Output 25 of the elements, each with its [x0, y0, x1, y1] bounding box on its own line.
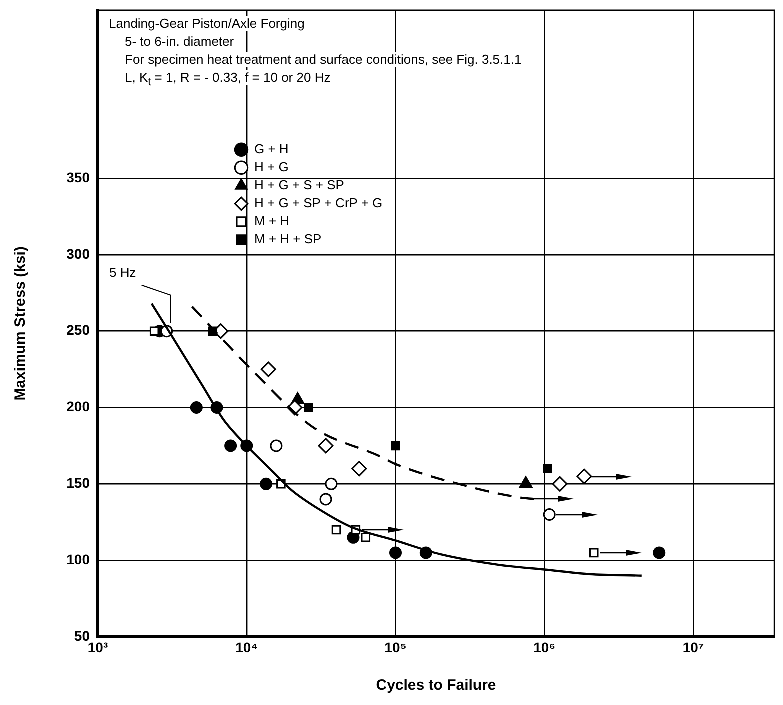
annotation: For specimen heat treatment and surface conditions, see Fig. 3.5.1.1	[122, 52, 525, 68]
legend-label: H + G	[254, 159, 289, 174]
y-tick-label: 300	[66, 246, 90, 262]
text: 5- to 6-in. diameter	[122, 34, 238, 50]
legend-label: M + H + SP	[254, 231, 322, 246]
x-axis-title: Cycles to Failure	[376, 677, 496, 694]
legend-label: H + G + S + SP	[254, 177, 344, 192]
y-axis-title: Maximum Stress (ksi)	[12, 246, 30, 401]
y-tick-label: 200	[66, 398, 90, 415]
annotation: 5 Hz	[109, 264, 136, 280]
y-tick-label: 150	[66, 475, 90, 492]
y-tick-label: 350	[66, 169, 90, 186]
text: Landing-Gear Piston/Axle Forging	[106, 16, 308, 32]
x-tick-label: 10⁶	[534, 639, 556, 656]
y-tick-label: 250	[66, 322, 90, 338]
y-tick-label: 50	[74, 628, 90, 644]
x-tick-label: 10⁷	[682, 639, 704, 656]
x-tick-label: 10³	[88, 639, 108, 656]
legend-label: G + H	[254, 141, 289, 156]
annotation: L, K$_{t}$ = 1, R = - 0.33, f = 10 or 20 Hz	[124, 70, 332, 89]
legend-label: H + G + SP + CrP + G	[254, 195, 383, 210]
legend-label: M + H	[254, 213, 290, 228]
x-tick-label: 10⁵	[384, 639, 407, 656]
y-tick-label: 100	[66, 551, 90, 568]
x-tick-label: 10⁴	[236, 639, 258, 656]
